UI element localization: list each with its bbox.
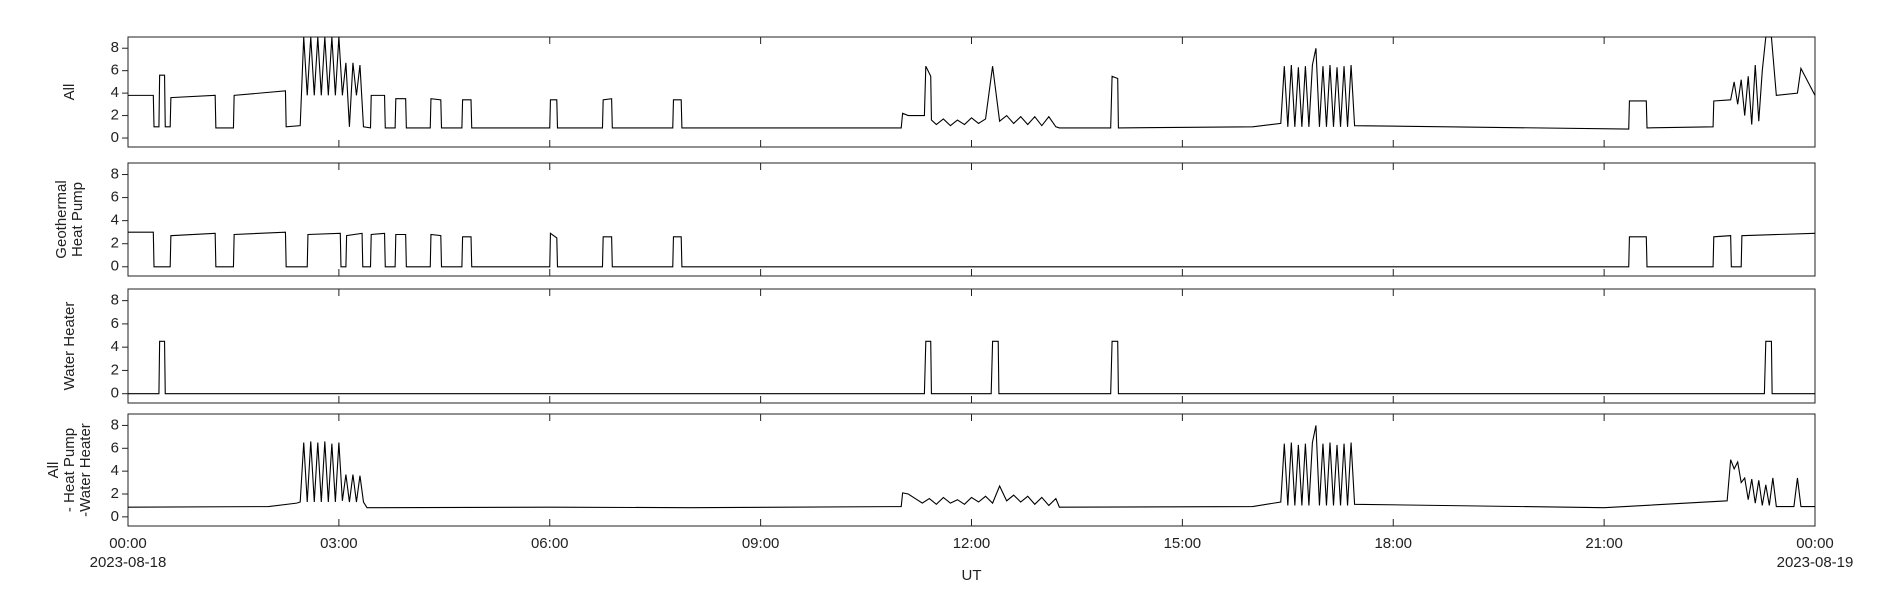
plot-frame <box>127 36 1816 148</box>
x-tick-label: 18:00 <box>1374 535 1412 552</box>
y-tick-label: 6 <box>111 439 119 456</box>
x-tick-label: 06:00 <box>531 535 569 552</box>
x-tick-label: 12:00 <box>953 535 991 552</box>
y-tick-label: 6 <box>111 189 119 206</box>
x-tick-label: 00:00 <box>1796 535 1834 552</box>
y-tick-label: 4 <box>111 212 119 229</box>
y-tick-label: 8 <box>111 165 119 182</box>
y-axis-label: All <box>45 462 62 479</box>
y-tick-label: 4 <box>111 338 119 355</box>
x-tick-label: 00:00 <box>109 535 147 552</box>
y-axis-label: Heat Pump <box>69 182 86 257</box>
y-axis-label: All <box>61 84 78 101</box>
data-line <box>128 36 1816 130</box>
x-tick-label: 15:00 <box>1164 535 1202 552</box>
x-tick-label: 03:00 <box>320 535 358 552</box>
y-tick-label: 0 <box>111 258 119 275</box>
y-tick-label: 0 <box>111 129 119 146</box>
x-tick-label: 21:00 <box>1585 535 1623 552</box>
plot-frame <box>127 413 1816 527</box>
y-axis-label: -Water Heater <box>77 423 94 517</box>
y-tick-label: 2 <box>111 107 119 124</box>
y-tick-label: 0 <box>111 508 119 525</box>
x-axis-label: UT <box>962 567 982 584</box>
y-tick-label: 4 <box>111 462 119 479</box>
y-axis-label: - Heat Pump <box>61 428 78 512</box>
y-tick-label: 2 <box>111 235 119 252</box>
y-tick-label: 8 <box>111 416 119 433</box>
y-tick-label: 8 <box>111 39 119 56</box>
plot-frame <box>127 288 1816 404</box>
y-tick-label: 0 <box>111 385 119 402</box>
y-tick-label: 6 <box>111 62 119 79</box>
data-line <box>128 340 1815 395</box>
y-tick-label: 6 <box>111 315 119 332</box>
y-axis-label: Geothermal <box>53 180 70 258</box>
data-line <box>128 231 1816 268</box>
plot-frame <box>127 162 1816 277</box>
y-tick-label: 2 <box>111 485 119 502</box>
y-tick-label: 8 <box>111 292 119 309</box>
y-axis-label: Water Heater <box>61 302 78 391</box>
data-line <box>127 425 1815 509</box>
start-date: 2023-08-18 <box>90 554 167 571</box>
x-tick-label: 09:00 <box>742 535 780 552</box>
end-date: 2023-08-19 <box>1777 554 1854 571</box>
y-tick-label: 2 <box>111 361 119 378</box>
y-tick-label: 4 <box>111 84 119 101</box>
